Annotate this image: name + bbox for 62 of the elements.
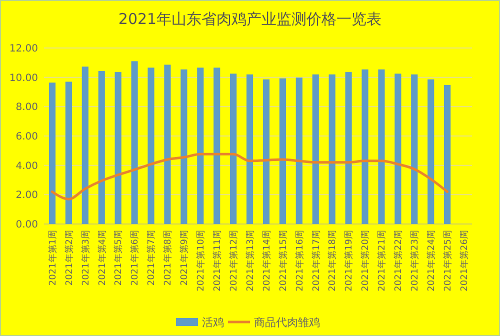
- bar: [214, 68, 220, 224]
- x-tick-label: 2021年第4周: [96, 230, 108, 286]
- legend-label: 商品代肉雏鸡: [254, 316, 320, 329]
- x-tick-label: 2021年第5周: [113, 230, 124, 286]
- x-tick-label: 2021年第3周: [80, 230, 92, 286]
- bar: [444, 84, 451, 224]
- x-tick-label: 2021年第21周: [376, 230, 388, 292]
- x-tick-label: 2021年第10周: [196, 230, 207, 292]
- bar: [197, 68, 204, 224]
- x-tick-label: 2021年第8周: [162, 230, 174, 286]
- y-tick-label: 12.00: [9, 44, 38, 54]
- x-tick-label: 2021年第13周: [244, 230, 256, 292]
- bar: [48, 82, 56, 224]
- bar: [428, 79, 434, 224]
- x-tick-label: 2021年第9周: [179, 230, 190, 286]
- chart-title: 2021年山东省肉鸡产业监测价格一览表: [118, 10, 382, 28]
- bar: [296, 78, 302, 224]
- x-tick-label: 2021年第25周: [442, 230, 454, 292]
- bar: [164, 64, 171, 224]
- y-tick-label: 2.00: [16, 190, 38, 202]
- bar: [378, 69, 385, 224]
- x-tick-label: 2021年第7周: [146, 230, 158, 286]
- x-tick-label: 2021年第22周: [393, 230, 404, 292]
- x-tick-label: 2021年第12周: [228, 230, 240, 292]
- x-tick-label: 2021年第19周: [344, 230, 355, 292]
- bar: [262, 79, 270, 224]
- bar: [246, 74, 254, 224]
- y-tick-label: 6.00: [16, 132, 38, 142]
- bar: [98, 71, 105, 224]
- bar: [345, 72, 352, 224]
- x-tick-label: 2021年第24周: [426, 230, 437, 292]
- x-tick-label: 2021年第6周: [130, 230, 141, 286]
- y-tick-label: 4.00: [16, 160, 38, 172]
- bar: [82, 66, 88, 224]
- bar: [131, 61, 138, 224]
- bar: [114, 72, 122, 224]
- y-tick-label: 10.00: [9, 72, 38, 84]
- x-tick-label: 2021年第1周: [47, 230, 58, 286]
- x-tick-label: 2021年第2周: [64, 230, 75, 286]
- bar: [279, 78, 286, 224]
- y-tick-label: 8.00: [16, 102, 38, 114]
- x-tick-label: 2021年第26周: [458, 230, 470, 292]
- bar: [362, 69, 368, 224]
- x-tick-label: 2021年第15周: [278, 230, 289, 292]
- bar: [65, 82, 72, 224]
- bar: [411, 74, 418, 224]
- bar: [180, 69, 188, 224]
- x-tick-label: 2021年第18周: [327, 230, 338, 292]
- x-tick-label: 2021年第17周: [310, 230, 322, 292]
- bar: [230, 74, 237, 224]
- bar: [312, 74, 319, 224]
- line-series: [50, 152, 449, 200]
- bar: [328, 74, 336, 224]
- x-tick-label: 2021年第11周: [212, 230, 223, 292]
- y-tick-label: 0.00: [16, 220, 38, 230]
- legend-label: 活鸡: [202, 316, 224, 329]
- bar: [148, 68, 154, 224]
- bar: [394, 74, 402, 224]
- x-tick-label: 2021年第23周: [410, 230, 421, 292]
- x-tick-label: 2021年第20周: [360, 230, 372, 292]
- x-tick-label: 2021年第16周: [294, 230, 306, 292]
- x-tick-label: 2021年第14周: [261, 230, 272, 292]
